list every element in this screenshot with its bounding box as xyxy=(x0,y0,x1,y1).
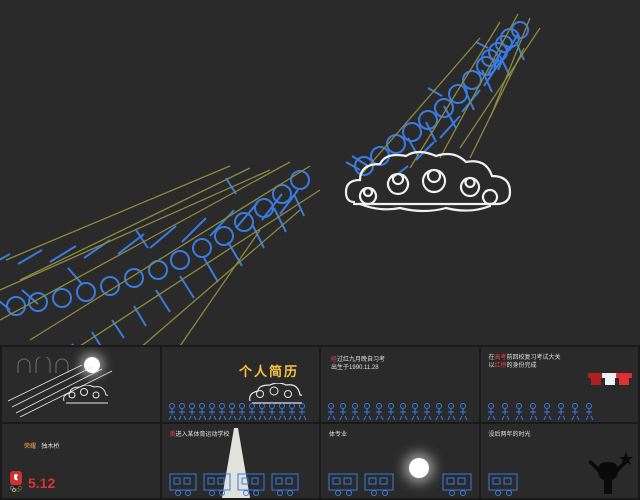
thumb8-caption: 没后两年的时光 xyxy=(489,432,531,440)
blue-figure-scribble-lower xyxy=(0,160,340,345)
thumb4-text: 在高考前回校复习考试大关 以红榜的身份完成 xyxy=(489,355,561,371)
olympic-emblem-icon xyxy=(8,470,24,492)
t5-bridge: 独木桥 xyxy=(41,444,59,450)
thumb-8[interactable]: 没后两年的时光 xyxy=(481,424,639,499)
t4-rest1: 前回校复习考试大关 xyxy=(507,355,561,361)
figure-row-icon xyxy=(325,402,475,420)
building-row-icon xyxy=(166,470,316,496)
jersey-icon xyxy=(619,373,629,385)
thumb-3[interactable]: 经过红九月晚自习考 出生于1990.11.28 xyxy=(321,347,479,422)
t4-hl2: 红榜 xyxy=(495,363,507,369)
building-row-icon xyxy=(485,470,545,496)
thumb-4[interactable]: 在高考前回校复习考试大关 以红榜的身份完成 xyxy=(481,347,639,422)
main-slide xyxy=(0,0,640,345)
thumb-5[interactable]: 荣耀 · 独木桥 5.12 xyxy=(2,424,160,499)
thumb-6[interactable]: 奥进入某体育运动学校 xyxy=(162,424,320,499)
t4-hl1: 高考 xyxy=(495,355,507,361)
thumb5-number: 5.12 xyxy=(28,474,55,492)
thumbnail-strip: 个人简历 经过红 xyxy=(0,345,640,500)
t4-rest2: 的身份完成 xyxy=(507,363,537,369)
jersey-icon xyxy=(605,373,615,385)
thumb7-caption: 体专业 xyxy=(329,432,347,440)
cloud-mini-icon xyxy=(60,385,108,407)
thumb-7[interactable]: 体专业 xyxy=(321,424,479,499)
resume-title: 个人简历 xyxy=(239,361,299,380)
thumb5-labels: 荣耀 · 独木桥 xyxy=(24,444,59,452)
jersey-icon xyxy=(591,373,601,385)
t5-honour: 荣耀 xyxy=(24,444,36,450)
figure-row-icon xyxy=(166,402,316,420)
jersey-row xyxy=(590,373,630,387)
thumb3-born: 出生于 xyxy=(331,365,349,371)
auspicious-cloud-icon xyxy=(340,148,520,228)
thumb3-rest: 过红九月晚自习考 xyxy=(337,357,385,363)
thumb-1[interactable] xyxy=(2,347,160,422)
thumb-2[interactable]: 个人简历 xyxy=(162,347,320,422)
thumb3-date: 1990.11.28 xyxy=(349,365,379,371)
building-row-icon xyxy=(325,470,475,496)
crescent-moon-icon xyxy=(540,14,594,68)
figure-row-icon xyxy=(485,402,635,420)
thumb3-text: 经过红九月晚自习考 出生于1990.11.28 xyxy=(331,357,385,373)
silhouette-figure-icon xyxy=(584,448,634,496)
